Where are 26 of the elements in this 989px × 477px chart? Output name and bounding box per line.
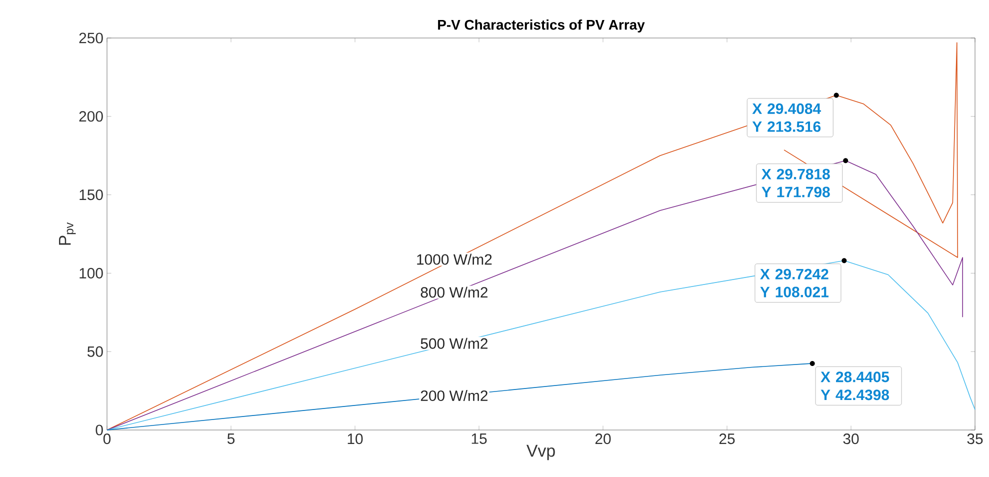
y-tick-label: 0 xyxy=(96,424,103,436)
x-axis-title: Vvp xyxy=(526,444,555,460)
y-tick-label: 100 xyxy=(80,268,103,278)
x-tick-label: 15 xyxy=(472,434,487,444)
x-tick-label: 10 xyxy=(348,434,363,444)
x-tick-label: 20 xyxy=(595,434,611,444)
x-tick-label: 25 xyxy=(719,434,735,444)
y-tick-label: 150 xyxy=(80,190,103,200)
series-label: 200 W/m2 xyxy=(420,390,488,402)
series-label: 500 W/m2 xyxy=(420,338,488,349)
y-tick-label: 200 xyxy=(79,111,103,122)
annotation: X 29.7818 Y 171.798 xyxy=(762,168,830,198)
annotation: X 29.7242 Y 108.021 xyxy=(760,268,828,298)
y-tick-label: 250 xyxy=(79,32,103,44)
x-tick-label: 5 xyxy=(227,434,235,444)
series-label: 800 W/m2 xyxy=(420,286,488,298)
annotation: X 29.4084 Y 213.516 xyxy=(752,103,822,132)
x-tick-label: 30 xyxy=(843,434,859,444)
annotation: X 28.4405 Y 42.4398 xyxy=(820,372,890,400)
x-tick-label: 35 xyxy=(967,434,983,444)
y-axis-title: P$_{pv}$ xyxy=(59,222,76,245)
line-series xyxy=(106,42,958,430)
series-label: 1000 W/m2 xyxy=(417,254,492,265)
x-tick-label: 0 xyxy=(103,434,111,444)
chart-title: P-V Characteristics of PV Array xyxy=(438,19,645,32)
y-tick-label: 50 xyxy=(87,346,103,357)
